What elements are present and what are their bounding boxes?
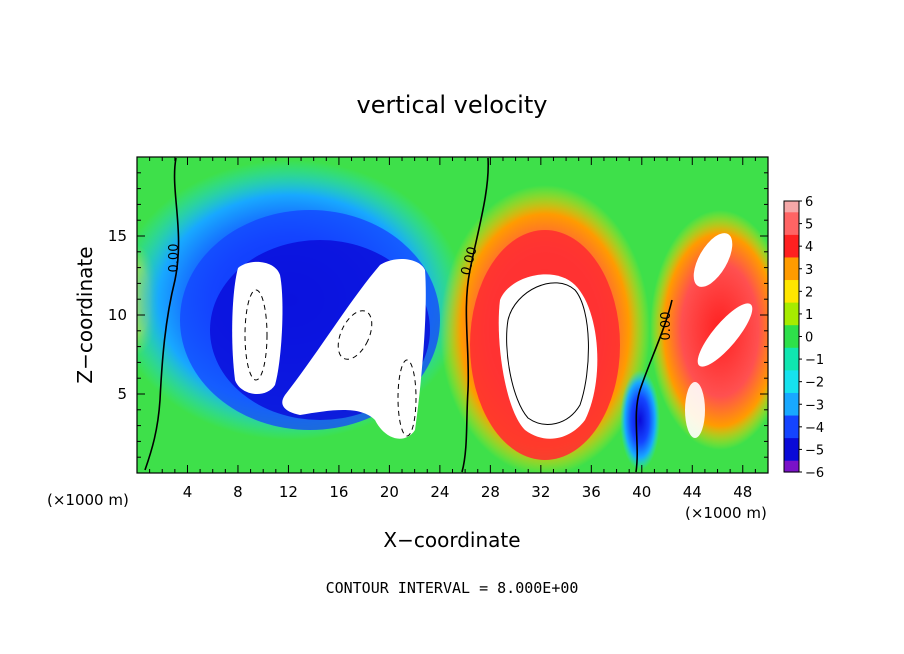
y-axis-ticks: 5 10 15 — [108, 172, 768, 458]
colorbar-band — [784, 201, 799, 213]
colorbar-band — [784, 347, 799, 360]
contour-label-right: 0.00 — [659, 312, 674, 341]
zero-contour-center — [461, 157, 490, 473]
colorbar-band — [784, 313, 799, 326]
y-tick-label: 5 — [117, 385, 127, 403]
y-tick-label: 15 — [108, 227, 127, 245]
x-tick-label: 8 — [233, 483, 243, 501]
colorbar-band — [784, 392, 799, 405]
x-axis-ticks: 4 8 12 16 20 24 28 32 36 40 44 48 — [149, 157, 756, 501]
white-core-middle — [282, 258, 426, 439]
positive-core-right-a — [693, 233, 733, 287]
contour-label-left: 0.00 — [167, 244, 182, 273]
colorbar-band — [784, 359, 799, 371]
colorbar-band — [784, 212, 799, 225]
x-unit-label: (×1000 m) — [685, 504, 767, 522]
positive-contour-center — [506, 282, 589, 425]
velocity-field — [137, 157, 768, 473]
negative-contour-small — [337, 310, 373, 360]
x-tick-label: 24 — [430, 483, 449, 501]
white-core-center — [498, 274, 598, 439]
x-tick-label: 28 — [481, 483, 500, 501]
negative-contour-middle — [397, 359, 417, 437]
y-unit-label: (×1000 m) — [47, 491, 129, 509]
colorbar-band — [784, 325, 799, 338]
x-tick-label: 48 — [733, 483, 752, 501]
colorbar-label: −5 — [805, 443, 824, 458]
positive-core-right-b — [697, 303, 753, 367]
colorbar-label: −2 — [805, 376, 824, 391]
zero-contour-left — [144, 157, 180, 471]
colorbar-band — [784, 257, 799, 270]
colorbar-label: 1 — [805, 308, 813, 323]
positive-region-right-outer — [650, 210, 768, 450]
colorbar-band — [784, 404, 799, 417]
x-tick-label: 16 — [329, 483, 348, 501]
colorbar: 6 5 4 3 2 1 0 −1 −2 −3 −4 −5 −6 — [783, 195, 824, 481]
y-axis-label: Z−coordinate — [73, 246, 97, 383]
x-tick-label: 40 — [632, 483, 651, 501]
negative-contour-left — [244, 289, 268, 381]
colorbar-band — [784, 449, 799, 462]
colorbar-band — [784, 246, 799, 259]
white-core-left — [232, 261, 283, 395]
colorbar-band — [784, 336, 799, 349]
contour-label-center: 0.00 — [459, 245, 481, 277]
x-tick-label: 36 — [582, 483, 601, 501]
colorbar-band — [784, 381, 799, 394]
colorbar-label: 2 — [805, 285, 813, 300]
colorbar-label: −3 — [805, 398, 824, 413]
x-tick-label: 32 — [531, 483, 550, 501]
colorbar-label: 6 — [805, 195, 813, 210]
colorbar-band — [784, 302, 799, 315]
x-axis-label: X−coordinate — [383, 528, 520, 552]
colorbar-label: 5 — [805, 218, 813, 233]
colorbar-band — [784, 223, 799, 236]
x-tick-label: 12 — [279, 483, 298, 501]
contour-interval-footer: CONTOUR INTERVAL = 8.000E+00 — [326, 579, 579, 597]
chart-title: vertical velocity — [357, 91, 548, 119]
x-tick-label: 44 — [683, 483, 702, 501]
y-tick-label: 10 — [108, 306, 127, 324]
colorbar-label: 3 — [805, 263, 813, 278]
colorbar-label: 4 — [805, 240, 813, 255]
colorbar-band — [784, 291, 799, 304]
colorbar-band — [784, 438, 799, 451]
x-tick-label: 20 — [380, 483, 399, 501]
colorbar-label: 0 — [805, 331, 813, 346]
negative-streak-right — [620, 370, 660, 470]
colorbar-label: −1 — [805, 353, 824, 368]
colorbar-band — [784, 370, 799, 383]
colorbar-label: −4 — [805, 421, 824, 436]
colorbar-band — [784, 268, 799, 281]
colorbar-band — [784, 415, 799, 428]
colorbar-band — [784, 460, 799, 473]
colorbar-band — [784, 234, 799, 247]
zero-contour-right — [635, 299, 673, 473]
colorbar-label: −6 — [805, 466, 824, 481]
colorbar-band — [784, 280, 799, 292]
colorbar-band — [784, 426, 799, 439]
positive-core-right-c — [685, 382, 705, 438]
x-tick-label: 4 — [183, 483, 193, 501]
